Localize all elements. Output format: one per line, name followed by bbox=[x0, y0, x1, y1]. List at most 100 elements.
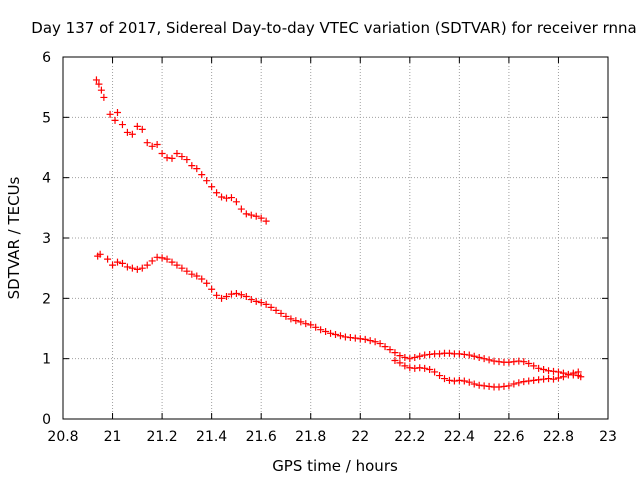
data-point bbox=[247, 211, 255, 219]
data-point bbox=[530, 376, 538, 384]
data-point bbox=[133, 265, 141, 273]
data-point bbox=[143, 261, 151, 269]
data-point bbox=[128, 130, 136, 138]
data-point bbox=[282, 312, 290, 320]
x-tick-label: 21.2 bbox=[147, 429, 178, 445]
data-point bbox=[505, 382, 513, 390]
data-point bbox=[208, 285, 216, 293]
data-point bbox=[247, 296, 255, 304]
data-point bbox=[208, 183, 216, 191]
data-point bbox=[213, 291, 221, 299]
data-point bbox=[198, 275, 206, 283]
data-point bbox=[416, 352, 424, 360]
data-point bbox=[153, 140, 161, 148]
data-point bbox=[198, 171, 206, 179]
data-point bbox=[485, 382, 493, 390]
data-point bbox=[307, 321, 315, 329]
data-point bbox=[450, 377, 458, 385]
data-point bbox=[106, 110, 114, 118]
data-point bbox=[465, 351, 473, 359]
data-point bbox=[515, 357, 523, 365]
data-point bbox=[490, 357, 498, 365]
data-point bbox=[376, 340, 384, 348]
y-tick-label: 6 bbox=[42, 50, 51, 66]
data-point bbox=[237, 291, 245, 299]
data-point bbox=[346, 334, 354, 342]
data-point bbox=[262, 217, 270, 225]
data-point bbox=[173, 150, 181, 158]
y-tick-label: 2 bbox=[42, 291, 51, 307]
data-point bbox=[118, 121, 126, 129]
data-point bbox=[188, 162, 196, 170]
data-point bbox=[203, 279, 211, 287]
data-point bbox=[188, 270, 196, 278]
data-point bbox=[227, 290, 235, 298]
data-point bbox=[213, 189, 221, 197]
x-tick-label: 21 bbox=[104, 429, 122, 445]
data-point bbox=[460, 350, 468, 358]
data-point bbox=[500, 382, 508, 390]
data-point bbox=[470, 380, 478, 388]
x-tick-label: 21.4 bbox=[196, 429, 227, 445]
chart-title: Day 137 of 2017, Sidereal Day-to-day VTE… bbox=[31, 19, 636, 37]
data-point bbox=[237, 205, 245, 213]
x-axis-label: GPS time / hours bbox=[272, 457, 398, 475]
data-point bbox=[495, 358, 503, 366]
data-point bbox=[302, 320, 310, 328]
data-point bbox=[361, 335, 369, 343]
data-point bbox=[406, 355, 414, 363]
y-tick-label: 5 bbox=[42, 110, 51, 126]
data-point bbox=[465, 378, 473, 386]
x-tick-label: 21.6 bbox=[246, 429, 277, 445]
data-point bbox=[111, 116, 119, 124]
data-point bbox=[391, 349, 399, 357]
data-point bbox=[109, 261, 117, 269]
data-point bbox=[515, 379, 523, 387]
series-lower-track bbox=[94, 250, 585, 381]
data-point bbox=[327, 329, 335, 337]
data-point bbox=[540, 375, 548, 383]
data-point bbox=[480, 355, 488, 363]
data-point bbox=[495, 383, 503, 391]
data-point bbox=[431, 368, 439, 376]
data-point bbox=[138, 125, 146, 133]
data-point bbox=[351, 334, 359, 342]
data-point bbox=[227, 194, 235, 202]
y-axis-label: SDTVAR / TECUs bbox=[5, 176, 23, 299]
data-point bbox=[163, 154, 171, 162]
data-point bbox=[178, 153, 186, 161]
data-point bbox=[163, 255, 171, 263]
data-point bbox=[485, 356, 493, 364]
data-point bbox=[525, 377, 533, 385]
data-point bbox=[441, 375, 448, 383]
data-point bbox=[114, 258, 121, 266]
data-point bbox=[550, 367, 557, 375]
data-point bbox=[183, 267, 191, 275]
data-point bbox=[92, 76, 100, 84]
grid-lines bbox=[63, 57, 608, 419]
data-point bbox=[95, 80, 103, 88]
data-point bbox=[203, 177, 211, 185]
data-point bbox=[223, 293, 230, 301]
data-point bbox=[381, 343, 389, 351]
data-point bbox=[475, 353, 483, 361]
data-point bbox=[535, 364, 543, 372]
data-point bbox=[426, 350, 434, 358]
data-point bbox=[138, 264, 146, 272]
data-point bbox=[267, 303, 275, 311]
data-point bbox=[118, 259, 126, 267]
data-point bbox=[577, 373, 585, 381]
data-point bbox=[445, 349, 453, 357]
data-point bbox=[386, 346, 394, 354]
data-point bbox=[510, 358, 518, 366]
data-point bbox=[297, 318, 305, 326]
y-tick-label: 1 bbox=[42, 352, 51, 368]
data-point bbox=[168, 258, 176, 266]
data-point bbox=[158, 254, 166, 262]
data-point bbox=[242, 293, 250, 301]
data-point bbox=[554, 374, 562, 382]
data-point bbox=[332, 331, 339, 339]
data-point bbox=[96, 250, 104, 258]
data-point bbox=[411, 353, 419, 361]
